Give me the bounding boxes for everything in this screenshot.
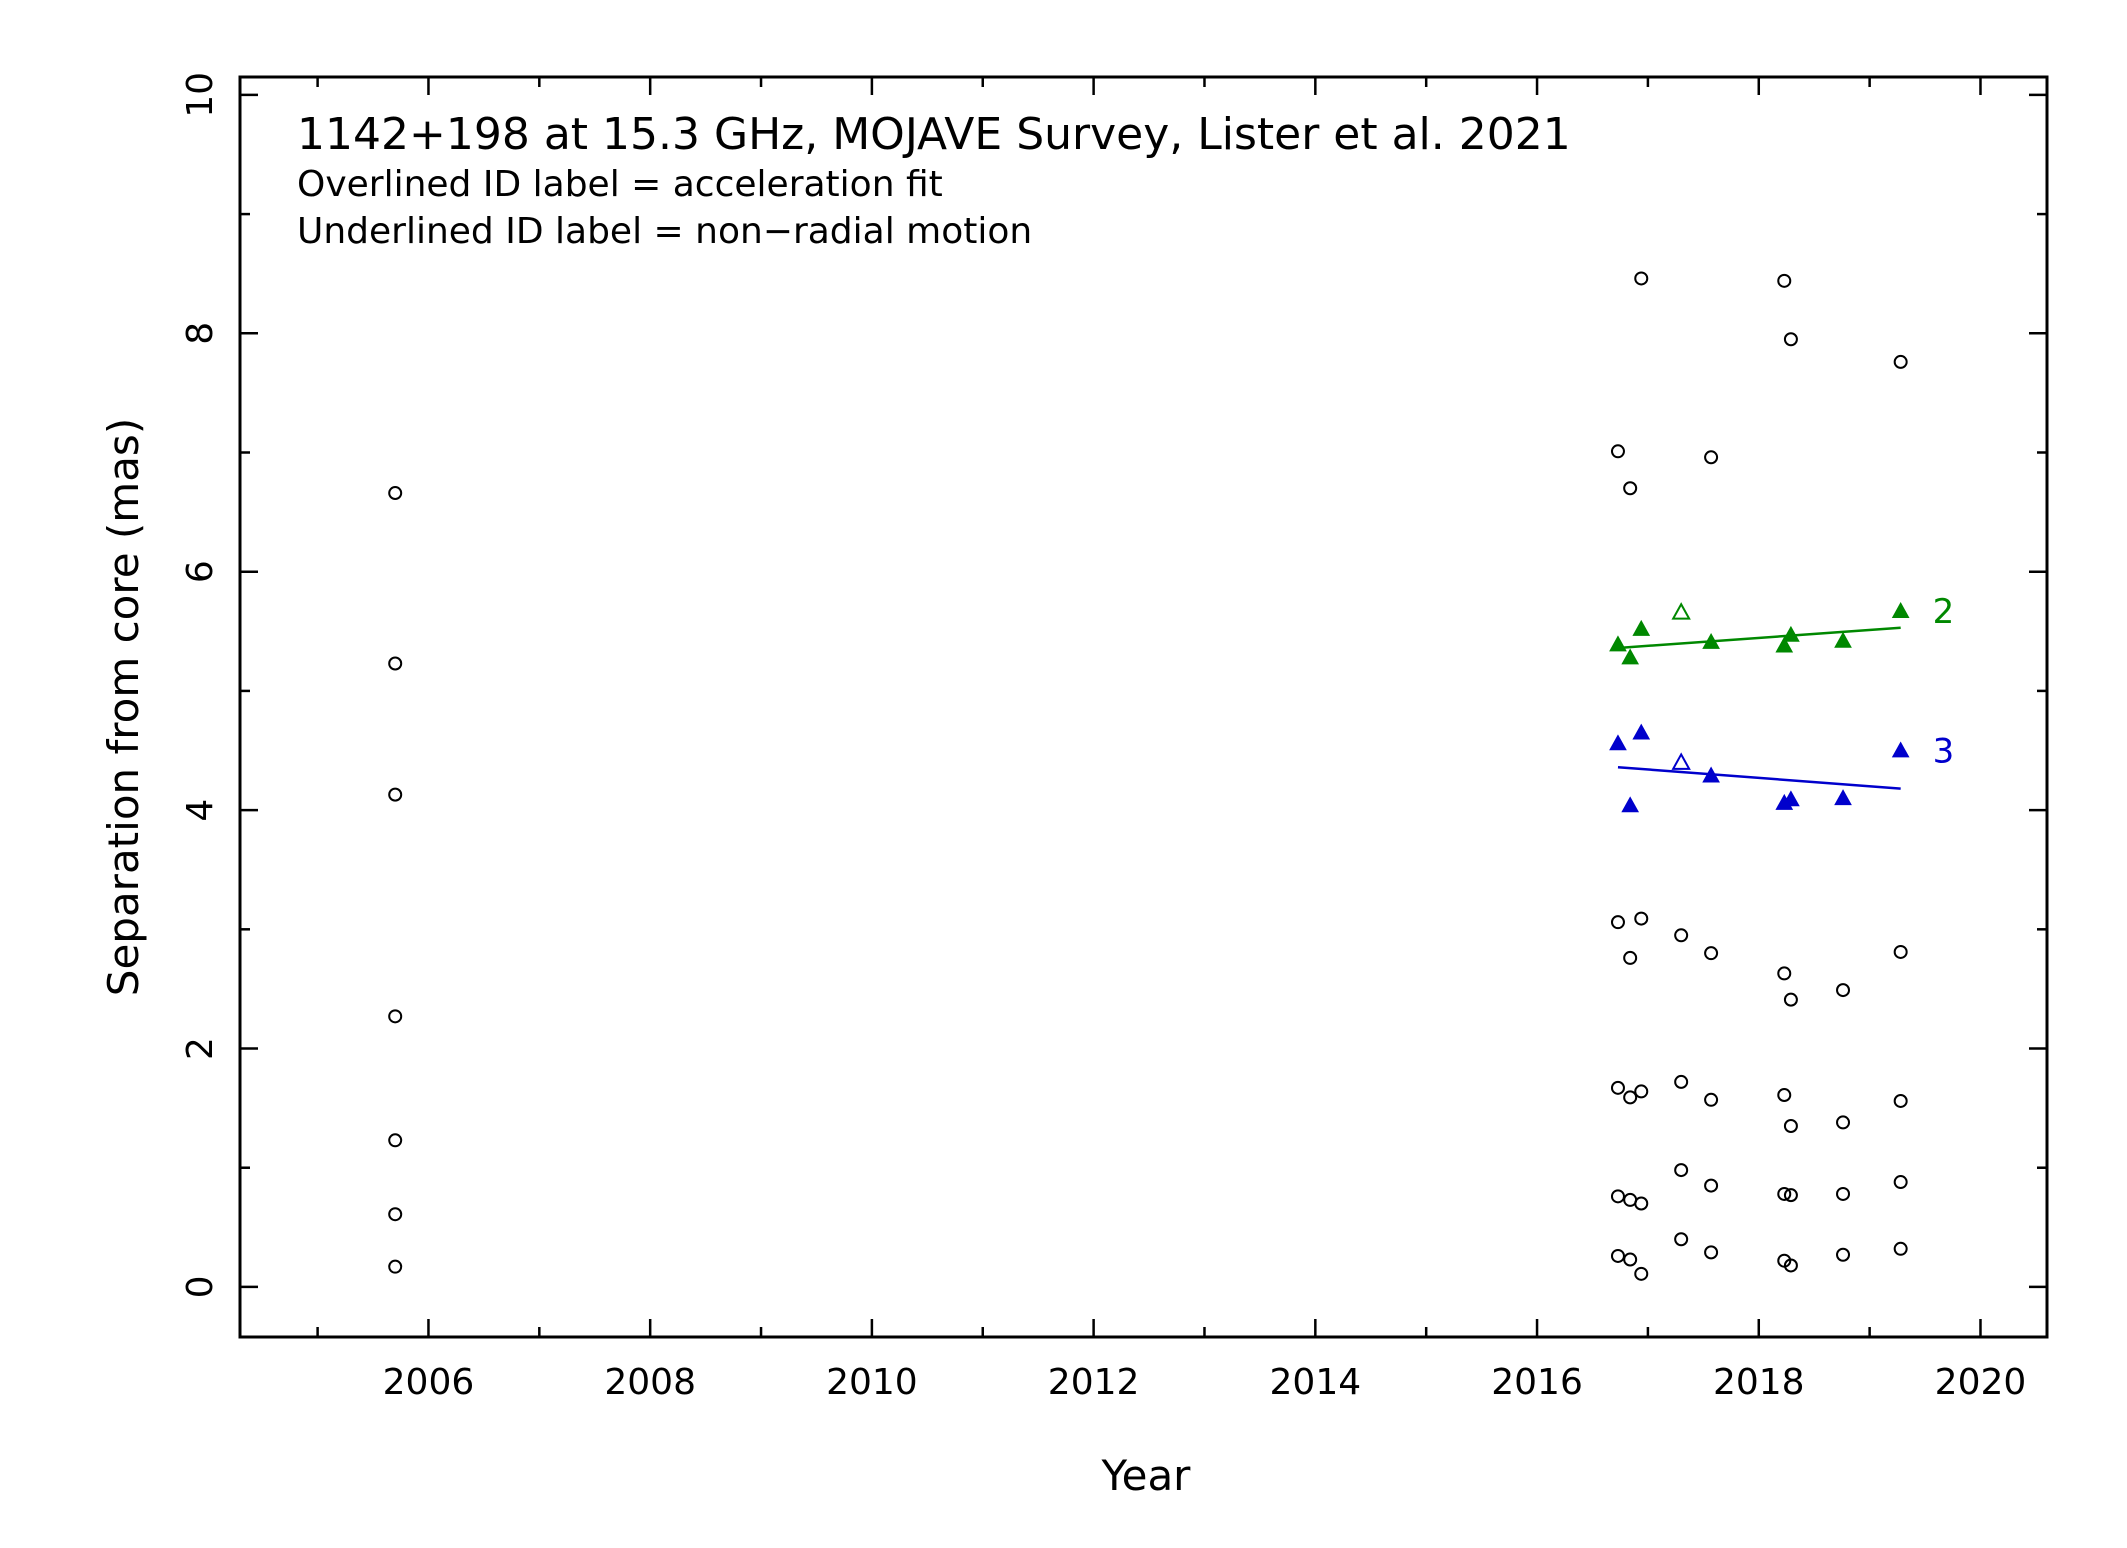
x-tick-label: 2006: [383, 1362, 475, 1403]
unassigned-point: [1836, 1247, 1851, 1262]
component-2-point: [1632, 619, 1651, 636]
y-tick-label: 2: [180, 1037, 221, 1060]
unassigned-point: [388, 1133, 403, 1148]
unassigned-point: [1836, 1115, 1851, 1130]
note-nonradial: Underlined ID label = non−radial motion: [297, 211, 1032, 252]
y-axis-label: Separation from core (mas): [99, 418, 148, 996]
series-label-3: 3: [1933, 732, 1955, 772]
unassigned-point: [1777, 1186, 1792, 1201]
x-tick-label: 2010: [826, 1362, 918, 1403]
component-3-excluded-point: [1671, 752, 1691, 770]
unassigned-point: [1893, 354, 1908, 369]
unassigned-point: [1674, 1232, 1689, 1247]
unassigned-point: [1704, 1092, 1719, 1107]
note-acceleration: Overlined ID label = acceleration fit: [297, 164, 943, 205]
unassigned-point: [1610, 1189, 1625, 1204]
unassigned-point: [1783, 1258, 1798, 1273]
unassigned-point: [1704, 946, 1719, 961]
component-3-point: [1621, 796, 1640, 813]
x-tick-label: 2012: [1048, 1362, 1140, 1403]
component-2-point: [1775, 636, 1794, 653]
x-tick-label: 2020: [1935, 1362, 2027, 1403]
unassigned-point: [1623, 1090, 1638, 1105]
component-3-point: [1702, 766, 1720, 783]
fit-line-2: [1617, 626, 1901, 650]
component-3-point: [1891, 741, 1910, 758]
unassigned-point: [1634, 1196, 1649, 1211]
unassigned-point: [1836, 1186, 1851, 1201]
unassigned-point: [1893, 944, 1908, 959]
component-3-point: [1632, 723, 1651, 740]
unassigned-point: [1777, 966, 1792, 981]
component-2-point: [1834, 631, 1852, 648]
fit-lines: [1617, 626, 1901, 790]
x-tick-label: 2008: [604, 1362, 696, 1403]
component-2-point: [1891, 602, 1910, 618]
component-2-point: [1621, 648, 1640, 665]
unassigned-point: [388, 656, 403, 671]
unassigned-point: [1610, 1248, 1625, 1263]
data-points: [388, 271, 1910, 1281]
y-tick-label: 6: [180, 560, 221, 583]
y-tick-label: 10: [180, 72, 221, 118]
tick-labels: 2006 2008 2010 2012 2014 2016 2018 2020 0 2 4 6 8 10 2…: [180, 72, 2026, 1403]
unassigned-point: [1704, 1178, 1719, 1193]
y-tick-label: 4: [180, 799, 221, 822]
unassigned-point: [1634, 271, 1649, 286]
unassigned-point: [1783, 992, 1798, 1007]
x-axis-label: Year: [1101, 1451, 1192, 1500]
unassigned-point: [1634, 1084, 1649, 1099]
unassigned-point: [1674, 928, 1689, 943]
unassigned-point: [1610, 1080, 1625, 1095]
fit-line-3: [1617, 765, 1901, 790]
unassigned-point: [1777, 1088, 1792, 1103]
y-tick-label: 8: [180, 322, 221, 345]
unassigned-point: [1634, 1266, 1649, 1281]
component-3-point: [1609, 734, 1627, 751]
component-2-excluded-point: [1671, 602, 1691, 620]
unassigned-point: [1610, 444, 1625, 459]
unassigned-point: [1893, 1241, 1908, 1256]
unassigned-point: [1634, 911, 1649, 926]
unassigned-point: [1836, 983, 1851, 998]
unassigned-point: [1704, 1245, 1719, 1260]
plot-frame: [238, 75, 2049, 1339]
component-2-point: [1609, 635, 1627, 652]
unassigned-point: [388, 1259, 403, 1274]
unassigned-point: [1623, 950, 1638, 965]
chart-title: 1142+198 at 15.3 GHz, MOJAVE Survey, Lis…: [297, 109, 1571, 160]
unassigned-point: [1674, 1163, 1689, 1178]
x-tick-label: 2014: [1270, 1362, 1362, 1403]
component-2-point: [1782, 625, 1800, 642]
unassigned-point: [1704, 450, 1719, 465]
ticks: [240, 77, 2047, 1337]
unassigned-point: [1623, 481, 1638, 496]
unassigned-point: [388, 486, 403, 501]
unassigned-point: [1893, 1093, 1908, 1108]
series-label-2: 2: [1933, 592, 1955, 632]
x-tick-label: 2018: [1713, 1362, 1805, 1403]
unassigned-point: [1783, 332, 1798, 347]
unassigned-point: [388, 1009, 403, 1024]
unassigned-point: [1893, 1175, 1908, 1190]
x-tick-label: 2016: [1491, 1362, 1583, 1403]
unassigned-point: [388, 787, 403, 802]
y-tick-label: 0: [180, 1275, 221, 1298]
unassigned-point: [1610, 915, 1625, 930]
unassigned-point: [1777, 273, 1792, 288]
unassigned-point: [1783, 1188, 1798, 1203]
unassigned-point: [1623, 1252, 1638, 1267]
component-3-point: [1782, 790, 1800, 807]
component-2-point: [1702, 633, 1720, 649]
unassigned-point: [1674, 1074, 1689, 1089]
unassigned-point: [388, 1207, 403, 1222]
component-3-point: [1834, 789, 1852, 806]
unassigned-point: [1783, 1119, 1798, 1134]
